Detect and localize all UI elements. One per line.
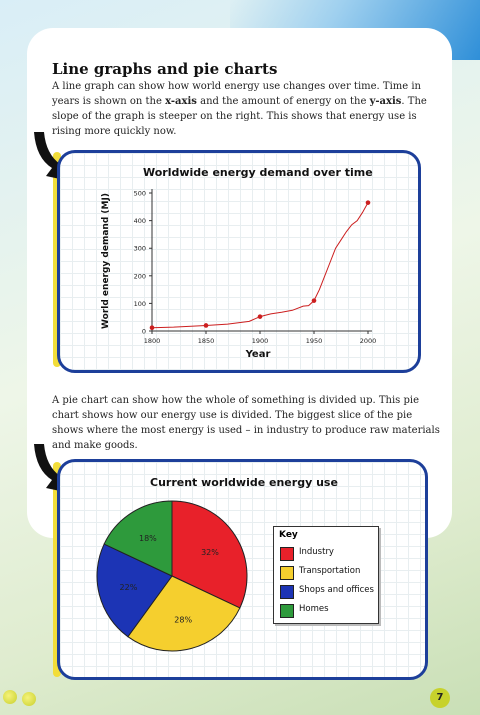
decorative-dot <box>3 690 17 704</box>
x-tick-label: 1950 <box>306 337 323 345</box>
legend-title: Key <box>279 530 298 540</box>
pie-slice-transportation <box>127 575 241 652</box>
pie-chart-panel: Current worldwide energy use 32% 28% 22% 18… <box>57 459 428 680</box>
legend-swatch <box>280 547 294 561</box>
y-tick-label: 400 <box>134 217 146 225</box>
y-axis-label: World energy demand (MJ) <box>101 193 111 329</box>
x-tick-label: 1800 <box>144 337 161 345</box>
pie-slice-label: 22% <box>120 583 138 592</box>
legend-label: Industry <box>299 547 334 557</box>
data-point <box>149 325 155 330</box>
intro-text-2: and the amount of energy on the <box>196 96 370 107</box>
legend-label: Shops and offices <box>299 585 374 595</box>
legend-swatch <box>280 604 294 618</box>
y-tick-label: 300 <box>134 245 146 253</box>
pie-slice-label: 28% <box>174 616 192 625</box>
y-tick-label: 100 <box>134 300 146 308</box>
legend-label: Transportation <box>299 566 361 576</box>
y-axis-term: y-axis <box>369 96 402 107</box>
legend-label: Homes <box>299 604 329 614</box>
line-graph-intro: A line graph can show how world energy u… <box>52 79 432 139</box>
pie-slice-label: 32% <box>201 548 219 557</box>
data-point <box>311 298 317 303</box>
pie-chart: 32% 28% 22% 18% <box>96 500 248 652</box>
pie-legend: Key Industry Transportation Shops and of… <box>273 526 379 624</box>
pie-chart-intro: A pie chart can show how the whole of so… <box>52 395 440 451</box>
pie-slice-label: 18% <box>139 534 157 543</box>
intro-text-3: . The slope of the graph is steeper on t… <box>52 96 427 137</box>
data-point <box>257 314 263 319</box>
y-tick-label: 0 <box>142 328 146 336</box>
pie-slice-homes <box>103 500 173 577</box>
line-graph-panel: Worldwide energy demand over time World … <box>57 150 421 373</box>
line-chart-title: Worldwide energy demand over time <box>143 166 373 179</box>
decorative-dot <box>22 692 36 706</box>
y-tick-label: 200 <box>134 272 146 280</box>
legend-swatch <box>280 585 294 599</box>
data-point <box>365 200 371 205</box>
intro-text-1: A line graph can show how world energy u… <box>52 81 421 107</box>
page-title: Line graphs and pie charts <box>52 60 278 78</box>
x-axis-term: x-axis <box>165 96 197 107</box>
x-axis-label: Year <box>245 349 271 360</box>
pie-slice-industry <box>171 500 248 609</box>
x-tick-label: 1900 <box>252 337 269 345</box>
line-chart: World energy demand (MJ) Year 0 100 200 300… <box>101 189 377 360</box>
y-tick-label: 500 <box>134 190 146 198</box>
energy-demand-line <box>151 202 369 329</box>
page-number: 7 <box>430 688 450 708</box>
x-tick-label: 1850 <box>198 337 215 345</box>
pie-chart-title: Current worldwide energy use <box>150 476 338 489</box>
data-point <box>203 323 209 328</box>
legend-swatch <box>280 566 294 580</box>
x-tick-label: 2000 <box>360 337 377 345</box>
